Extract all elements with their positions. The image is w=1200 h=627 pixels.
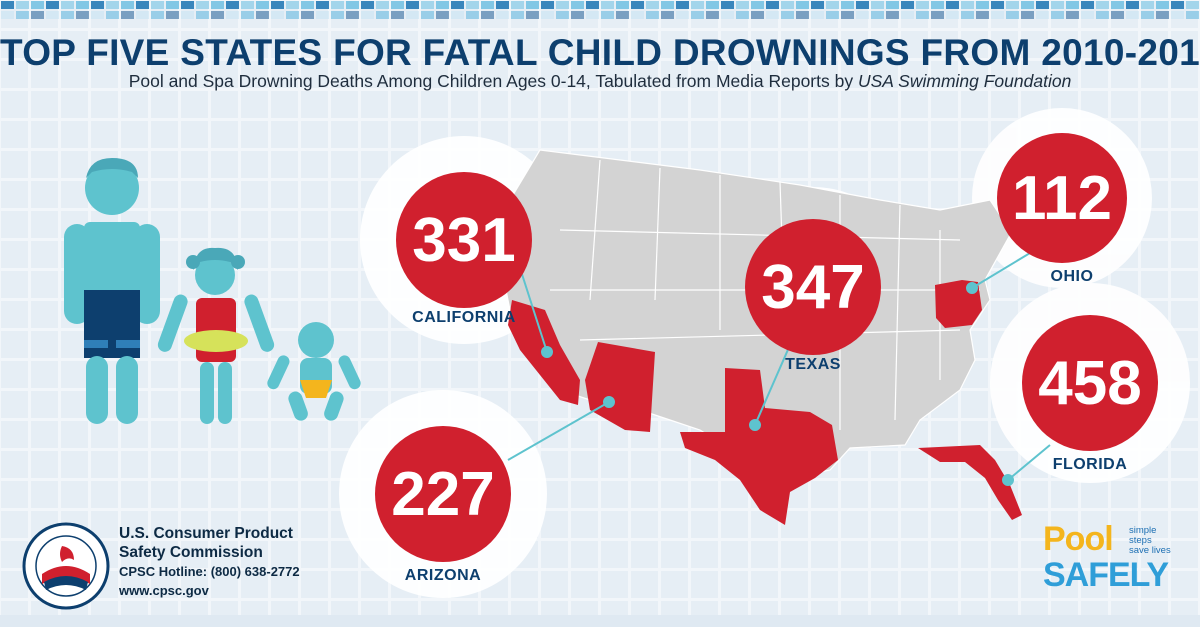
florida-label: FLORIDA (1052, 456, 1128, 473)
number-circles (375, 133, 1158, 562)
florida-circle (1022, 315, 1158, 451)
ohio-label: OHIO (1050, 268, 1094, 285)
cpsc-website: www.cpsc.gov (119, 583, 209, 598)
cpsc-seal-logo (22, 522, 110, 610)
pool-tagline-line1: simple steps (1129, 525, 1157, 546)
cpsc-hotline: CPSC Hotline: (800) 638-2772 (119, 564, 300, 579)
page-subtitle: Pool and Spa Drowning Deaths Among Child… (0, 71, 1200, 92)
pool-safely-logo: Pool simple steps save lives SAFELY (1043, 520, 1178, 602)
arizona-deaths: 227 (391, 460, 495, 529)
texas-circle (745, 219, 881, 355)
texas-deaths: 347 (761, 253, 865, 322)
girl-figure (157, 247, 275, 424)
leader-lines (507, 249, 1051, 486)
california-circle (396, 172, 532, 308)
safely-word: SAFELY (1043, 556, 1169, 594)
cpsc-info: U.S. Consumer Product Safety Commission … (119, 524, 300, 600)
texas-label: TEXAS (785, 356, 841, 373)
california-label: CALIFORNIA (412, 309, 516, 326)
pool-tagline: simple steps save lives (1129, 526, 1178, 556)
pool-word: Pool (1043, 520, 1114, 558)
subtitle-text: Pool and Spa Drowning Deaths Among Child… (128, 71, 858, 91)
older-child-figure (64, 158, 160, 424)
cpsc-name: U.S. Consumer Product Safety Commission (119, 524, 300, 562)
ohio-circle (997, 133, 1127, 263)
ohio-deaths: 112 (1011, 164, 1113, 233)
top-tile-strip (1, 1, 1199, 19)
arizona-shape (585, 342, 655, 432)
california-deaths: 331 (412, 206, 516, 275)
arizona-label: ARIZONA (404, 567, 482, 584)
florida-shape (918, 445, 1022, 520)
subtitle-source: USA Swimming Foundation (857, 71, 1072, 91)
cpsc-name-line2: Safety Commission (119, 544, 263, 561)
pool-tagline-line2: save lives (1129, 545, 1171, 556)
florida-deaths: 458 (1038, 349, 1142, 418)
texas-shape (680, 368, 838, 525)
page-title: TOP FIVE STATES FOR FATAL CHILD DROWNING… (0, 32, 1200, 73)
children-figures (64, 158, 361, 424)
cpsc-name-line1: U.S. Consumer Product (119, 525, 293, 542)
baby-figure (267, 322, 361, 421)
arizona-circle (375, 426, 511, 562)
